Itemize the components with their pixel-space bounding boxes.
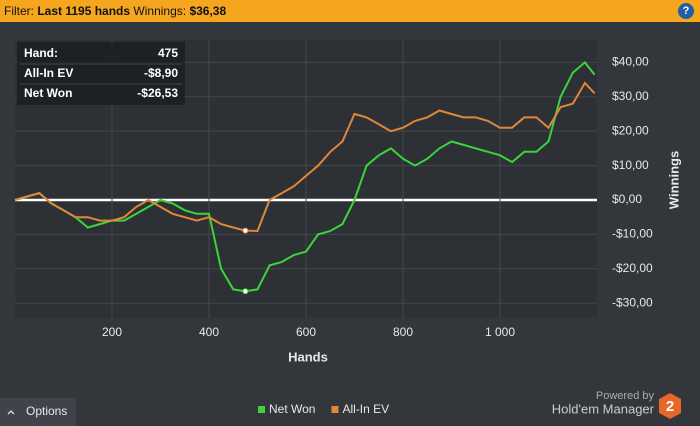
tooltip-label: Net Won — [24, 86, 72, 100]
y-tick-label: $20,00 — [612, 123, 649, 137]
tooltip-value: -$8,90 — [144, 66, 178, 80]
filter-bar: Filter: Last 1195 hands Winnings: $36,38… — [0, 0, 700, 22]
powered-by: Powered by — [596, 390, 655, 402]
tooltip-value: -$26,53 — [137, 86, 178, 100]
x-tick-label: 200 — [102, 325, 122, 339]
tooltip-label: All-In EV — [24, 66, 73, 80]
winnings-label: Winnings: — [133, 4, 187, 18]
help-button[interactable]: ? — [678, 3, 694, 19]
winnings-value: $36,38 — [189, 4, 227, 18]
y-tick-label: $10,00 — [612, 158, 649, 172]
y-tick-label: $40,00 — [612, 55, 649, 69]
brand: Hold'em Manager — [552, 401, 655, 416]
x-axis-label: Hands — [288, 349, 328, 364]
options-caret — [7, 410, 15, 415]
brand-logo — [659, 393, 681, 419]
tooltip: Hand: 475 All-In EV -$8,90 Net Won -$26,53 — [17, 42, 185, 105]
y-axis-label: Winnings — [666, 151, 681, 209]
y-tick-label: -$20,00 — [612, 261, 653, 275]
tooltip-value: 475 — [158, 46, 178, 60]
legend-label: All-In EV — [342, 402, 389, 416]
x-tick-label: 1 000 — [485, 325, 515, 339]
y-tick-label: -$10,00 — [612, 227, 653, 241]
options-label[interactable]: Options — [26, 404, 67, 418]
tooltip-box — [17, 42, 185, 105]
filter-label: Filter: — [4, 4, 34, 18]
x-tick-label: 800 — [393, 325, 413, 339]
y-tick-label: $0,00 — [612, 192, 642, 206]
legend-swatch — [258, 406, 265, 413]
hover-marker — [242, 288, 249, 295]
hover-marker — [242, 227, 249, 234]
legend-swatch — [331, 406, 339, 413]
x-tick-label: 600 — [296, 325, 316, 339]
filter-value[interactable]: Last 1195 hands — [37, 4, 131, 18]
legend-label: Net Won — [269, 402, 315, 416]
y-tick-label: -$30,00 — [612, 295, 653, 309]
tooltip-label: Hand: — [24, 46, 58, 60]
x-tick-label: 400 — [199, 325, 219, 339]
series-line — [14, 81, 596, 233]
y-tick-label: $30,00 — [612, 89, 649, 103]
brand-version: 2 — [666, 398, 674, 415]
